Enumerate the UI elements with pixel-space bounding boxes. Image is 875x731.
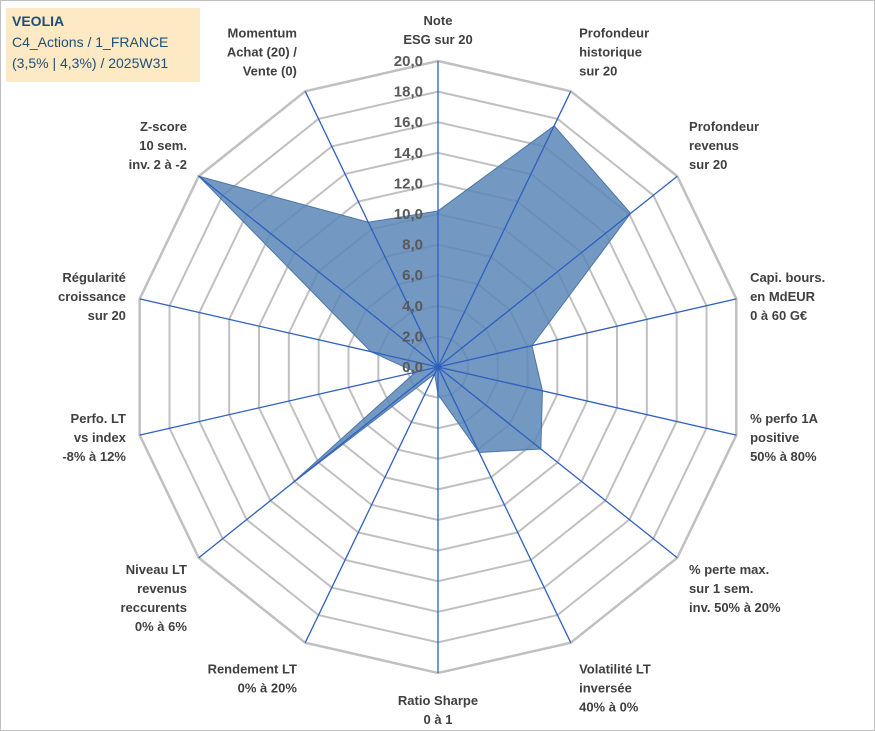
axis-label: Z-score 10 sem. inv. 2 à -2 bbox=[129, 119, 187, 172]
axis-label: % perfo 1A positive 50% à 80% bbox=[750, 411, 819, 464]
axis-spoke bbox=[437, 175, 678, 368]
axis-spoke bbox=[139, 298, 439, 368]
axis-spoke bbox=[437, 366, 678, 559]
axis-spoke bbox=[437, 366, 572, 643]
tick-label: 18,0 bbox=[394, 84, 423, 101]
axis-label: Note ESG sur 20 bbox=[403, 13, 472, 47]
chart-title-box: VEOLIA C4_Actions / 1_FRANCE (3,5% | 4,3… bbox=[6, 8, 200, 82]
axis-spoke bbox=[437, 298, 737, 368]
axis-label: Profondeur revenus sur 20 bbox=[689, 119, 759, 172]
axis-spoke bbox=[437, 366, 737, 436]
axis-label: Régularité croissance sur 20 bbox=[58, 270, 126, 323]
tick-label: 2,0 bbox=[402, 328, 423, 345]
tick-label: 14,0 bbox=[394, 145, 423, 162]
tick-label: 20,0 bbox=[394, 53, 423, 70]
axis-label: Volatilité LT inversée 40% à 0% bbox=[579, 662, 651, 715]
axis-spoke bbox=[139, 366, 439, 436]
tick-label: 0,0 bbox=[402, 359, 423, 376]
axis-label: Rendement LT 0% à 20% bbox=[208, 662, 298, 696]
axis-label: Ratio Sharpe 0 à 1 bbox=[398, 693, 478, 727]
tick-label: 12,0 bbox=[394, 175, 423, 192]
axis-spoke bbox=[198, 175, 439, 368]
axis-label: Momentum Achat (20) / Vente (0) bbox=[227, 25, 297, 78]
company-name: VEOLIA bbox=[12, 13, 65, 29]
axis-label: Niveau LT revenus reccurents 0% à 6% bbox=[120, 562, 187, 634]
tick-label: 4,0 bbox=[402, 298, 423, 315]
axis-spoke bbox=[304, 366, 439, 643]
axis-spoke bbox=[198, 366, 439, 559]
tick-label: 8,0 bbox=[402, 237, 423, 254]
portfolio-line: C4_Actions / 1_FRANCE bbox=[12, 34, 169, 50]
axis-label: % perte max. sur 1 sem. inv. 50% à 20% bbox=[689, 562, 781, 615]
tick-label: 16,0 bbox=[394, 114, 423, 131]
axis-label: Capi. bours. en MdEUR 0 à 60 G€ bbox=[750, 270, 825, 323]
period-line: (3,5% | 4,3%) / 2025W31 bbox=[12, 55, 169, 71]
axis-label: Perfo. LT vs index -8% à 12% bbox=[62, 411, 126, 464]
axis-label: Profondeur historique sur 20 bbox=[579, 25, 649, 78]
axis-spoke bbox=[304, 91, 439, 368]
axis-spoke bbox=[437, 91, 572, 368]
tick-label: 10,0 bbox=[394, 206, 423, 223]
tick-label: 6,0 bbox=[402, 267, 423, 284]
